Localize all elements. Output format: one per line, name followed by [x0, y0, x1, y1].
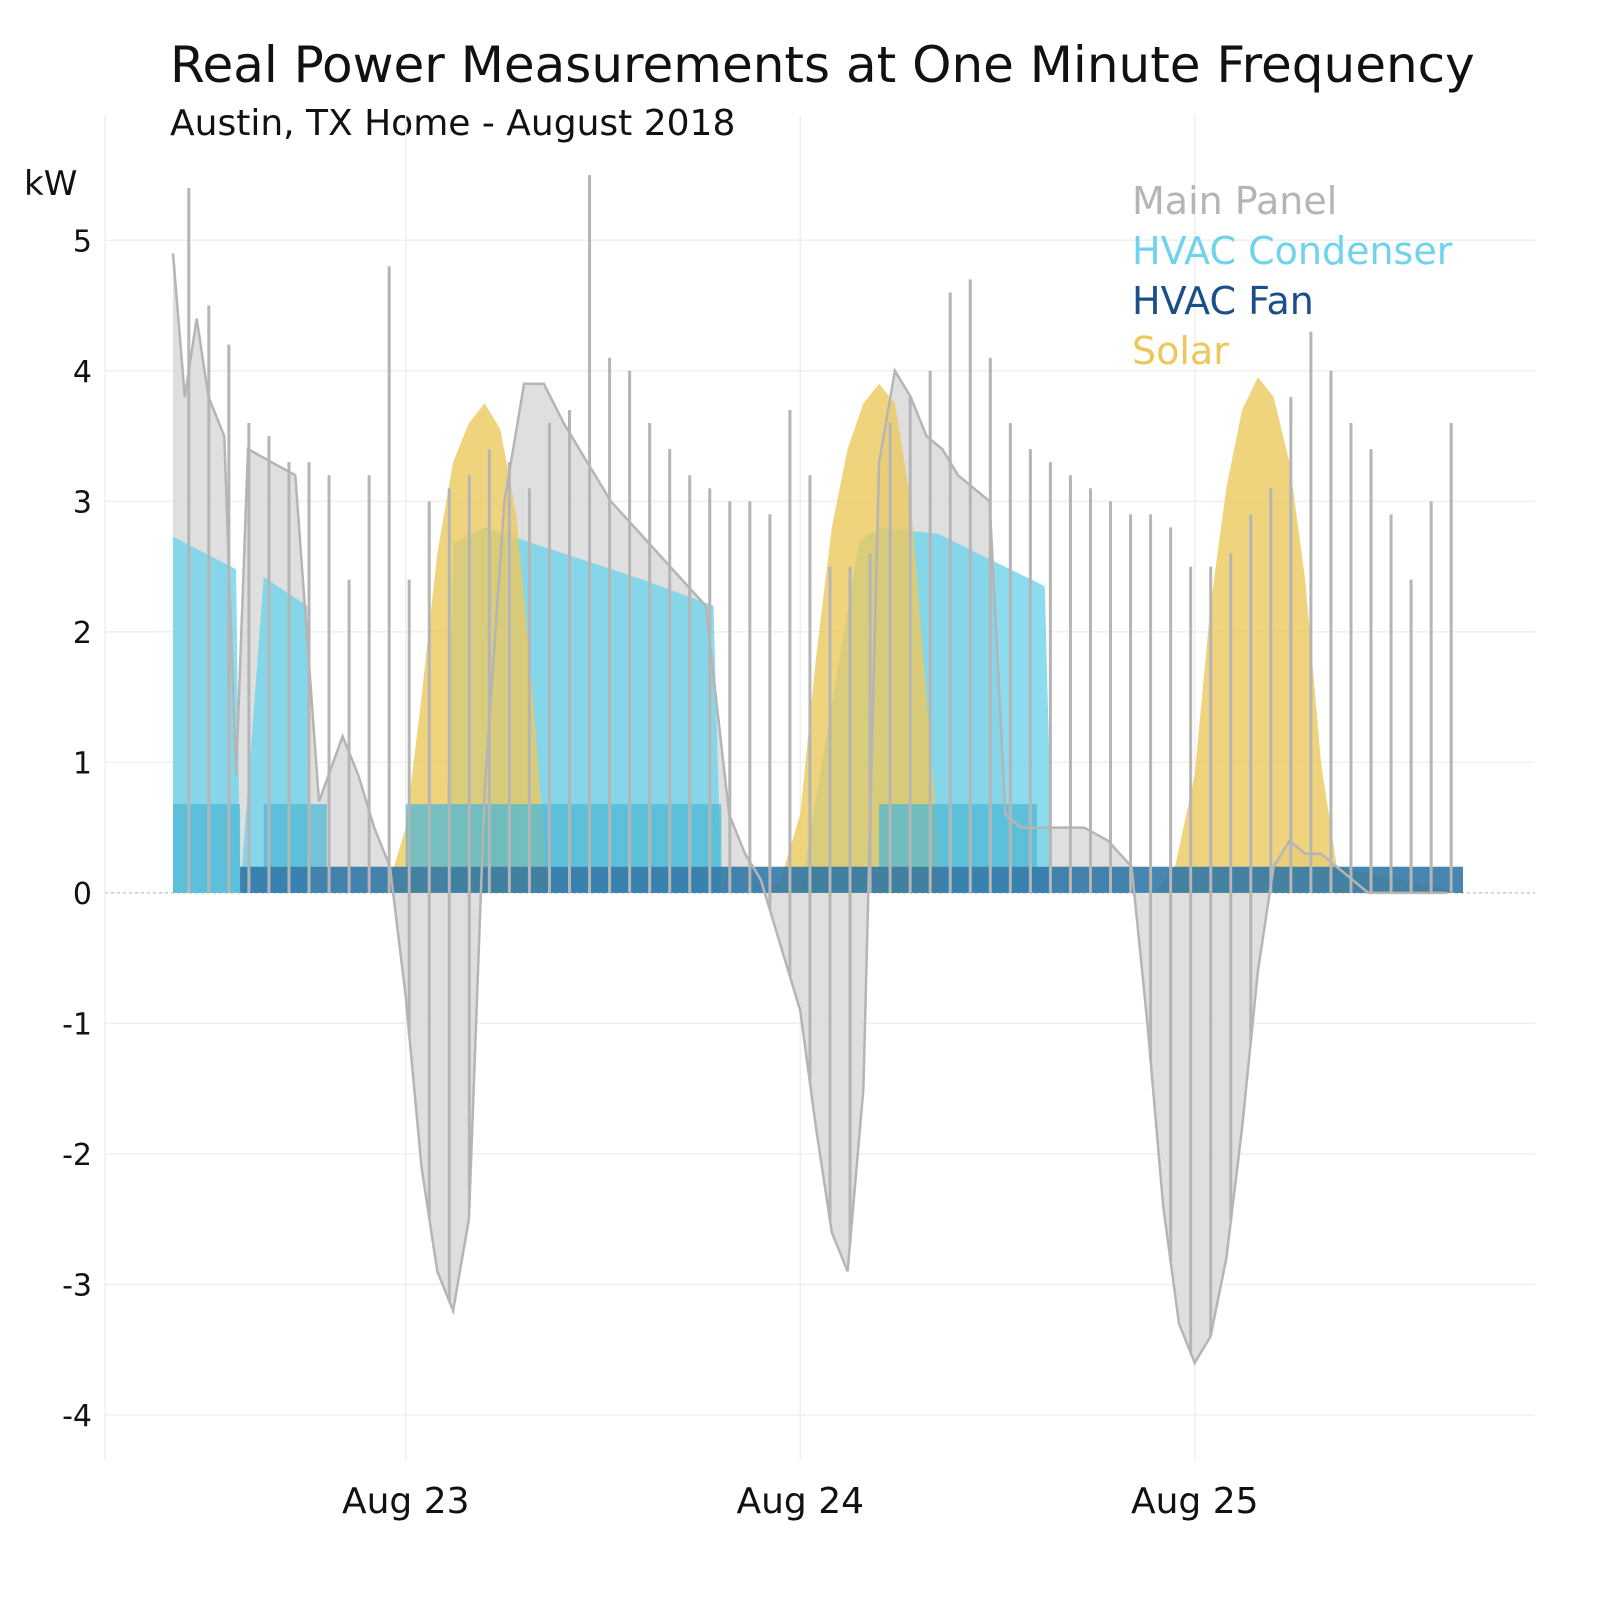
- x-tick-label: Aug 23: [342, 1481, 470, 1522]
- legend-entry: HVAC Condenser: [1132, 229, 1453, 273]
- series-layer: [171, 175, 1464, 1366]
- y-tick-label: -1: [62, 1007, 92, 1042]
- legend-entry: Main Panel: [1132, 179, 1337, 223]
- y-tick-label: 5: [73, 224, 92, 259]
- y-tick-label: 0: [73, 877, 92, 912]
- x-tick-labels: Aug 23 Aug 24 Aug 25: [342, 1481, 1259, 1522]
- y-tick-label: 3: [73, 485, 92, 520]
- y-tick-label: -2: [62, 1138, 92, 1173]
- legend-entry: HVAC Fan: [1132, 279, 1314, 323]
- y-tick-label: 2: [73, 616, 92, 651]
- series-hvac-fan-strip: [240, 866, 1464, 893]
- chart-subtitle: Austin, TX Home - August 2018: [170, 103, 735, 144]
- y-tick-label: 4: [73, 355, 92, 390]
- y-tick-label: 1: [73, 746, 92, 781]
- series-solar-area: [173, 377, 1463, 893]
- y-tick-label: -3: [62, 1268, 92, 1303]
- y-tick-label: -4: [62, 1399, 92, 1434]
- x-tick-label: Aug 25: [1131, 1481, 1259, 1522]
- legend: Main Panel HVAC Condenser HVAC Fan Solar: [1132, 179, 1453, 373]
- x-tick-label: Aug 24: [736, 1481, 864, 1522]
- legend-entry: Solar: [1132, 329, 1229, 373]
- y-axis-unit: kW: [24, 164, 77, 204]
- y-tick-labels: 5 4 3 2 1 0 -1 -2 -3 -4: [62, 224, 92, 1434]
- series-main-panel-line: [171, 253, 1448, 1366]
- chart-title: Real Power Measurements at One Minute Fr…: [170, 36, 1475, 94]
